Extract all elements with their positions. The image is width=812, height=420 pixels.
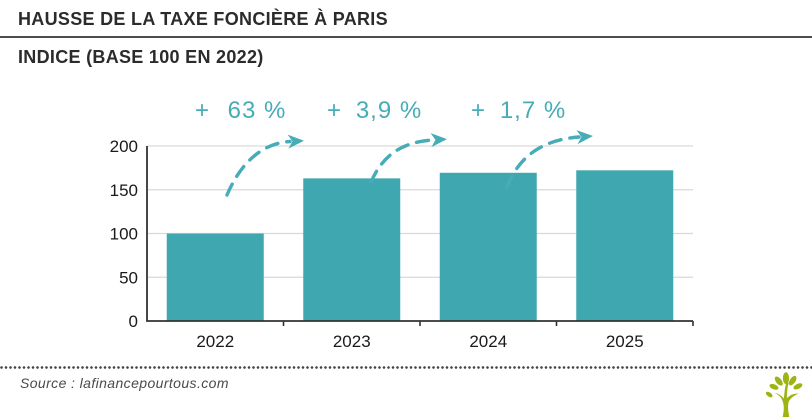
- x-label-2024: 2024: [469, 332, 507, 351]
- y-tick-label-50: 50: [119, 268, 138, 287]
- bar-2024: [439, 172, 537, 321]
- growth-annotation-sign: +: [471, 97, 485, 124]
- page-title: HAUSSE DE LA TAXE FONCIÈRE À PARIS: [18, 9, 388, 29]
- bar-2023: [303, 178, 401, 321]
- x-label-2023: 2023: [333, 332, 371, 351]
- y-tick-label-200: 200: [110, 137, 138, 156]
- bar-2025: [576, 170, 674, 321]
- footer-dotted-divider: [0, 366, 812, 369]
- growth-arrow-icon: [505, 130, 593, 189]
- y-tick-label-0: 0: [129, 312, 138, 331]
- axis-lines: [146, 146, 693, 322]
- growth-arrow-icon: [369, 133, 447, 184]
- x-label-2025: 2025: [606, 332, 644, 351]
- source-text: Source : lafinancepourtous.com: [20, 375, 229, 391]
- page-subtitle: INDICE (BASE 100 EN 2022): [18, 47, 264, 67]
- growth-annotation-sign: +: [327, 97, 341, 124]
- growth-annotation-value: 1,7 %: [500, 97, 566, 124]
- y-tick-label-100: 100: [110, 225, 138, 244]
- growth-annotation-value: 63 %: [228, 97, 287, 124]
- y-tick-label-150: 150: [110, 181, 138, 200]
- lafinancepourtous-tree-logo: [765, 372, 803, 418]
- growth-annotation-sign: +: [195, 97, 209, 124]
- growth-arrow-icon: [225, 134, 304, 197]
- bar-2022: [166, 233, 264, 321]
- header-divider: [0, 36, 812, 38]
- growth-annotation-value: 3,9 %: [356, 97, 422, 124]
- x-label-2022: 2022: [196, 332, 234, 351]
